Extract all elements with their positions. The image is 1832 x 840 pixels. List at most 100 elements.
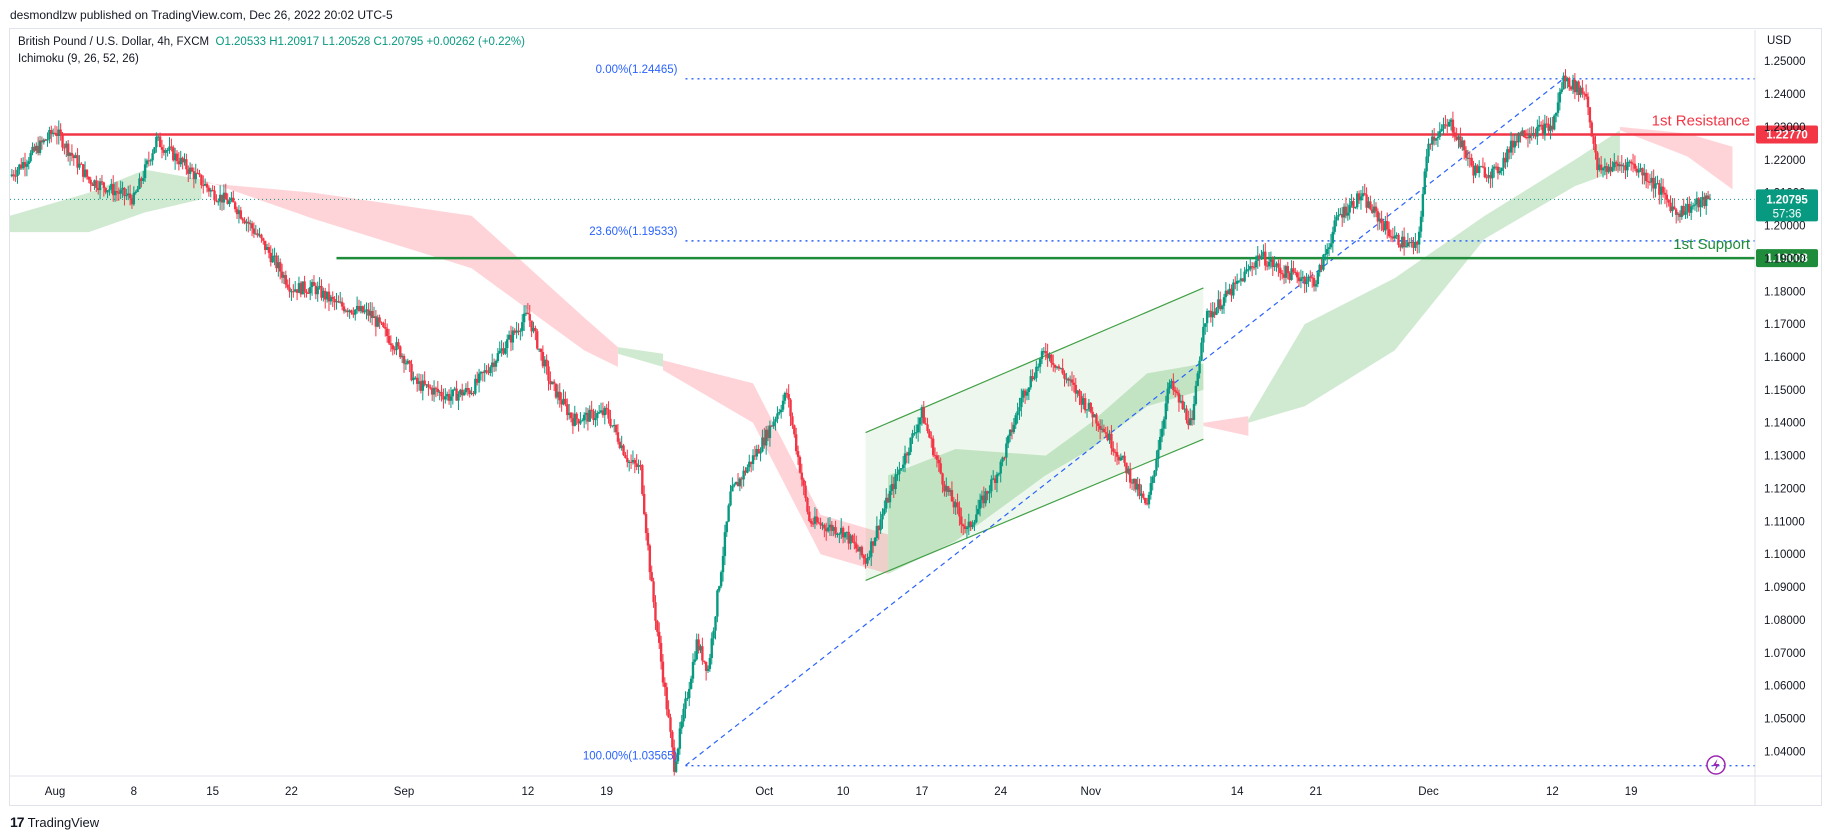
candle-body bbox=[166, 150, 169, 152]
candle-body bbox=[217, 201, 220, 203]
candle-body bbox=[145, 160, 149, 165]
x-tick-label: Nov bbox=[1081, 786, 1102, 798]
candle-body bbox=[382, 323, 385, 327]
candle-body bbox=[913, 433, 916, 435]
candle-body bbox=[1279, 267, 1282, 274]
candle-body bbox=[1581, 87, 1584, 94]
ichimoku-cloud-bear-7 bbox=[1619, 126, 1733, 190]
candle-body bbox=[1566, 78, 1569, 82]
candle-body bbox=[993, 478, 997, 483]
candle-body bbox=[770, 425, 773, 427]
candle-body bbox=[445, 394, 449, 397]
x-tick-label: 21 bbox=[1310, 786, 1323, 798]
candle-body bbox=[1577, 81, 1580, 95]
candle-body bbox=[1545, 123, 1548, 125]
candle-body bbox=[1509, 140, 1513, 153]
brand-name[interactable]: TradingView bbox=[27, 814, 100, 830]
candle-body bbox=[997, 473, 1001, 475]
ichimoku-cloud-bear-3 bbox=[663, 360, 889, 574]
candle-body bbox=[931, 438, 935, 456]
candle-body bbox=[1474, 165, 1477, 176]
candle-body bbox=[1204, 323, 1207, 327]
tradingview-logo-icon[interactable]: 17 bbox=[10, 814, 25, 830]
candle-body bbox=[1652, 177, 1655, 189]
candle-body bbox=[990, 479, 993, 492]
candle-body bbox=[65, 143, 68, 148]
candle-body bbox=[1095, 414, 1098, 424]
candle-body bbox=[1100, 428, 1104, 430]
candle-body bbox=[830, 524, 834, 531]
candle-body bbox=[100, 181, 104, 183]
x-tick-label: 14 bbox=[1231, 786, 1244, 798]
candle-body bbox=[849, 535, 852, 544]
candle-body bbox=[23, 162, 27, 167]
candle-body bbox=[1277, 263, 1280, 268]
candle-body bbox=[629, 461, 633, 463]
candle-body bbox=[104, 187, 107, 193]
candle-body bbox=[1127, 468, 1130, 474]
y-tick-label: 1.04000 bbox=[1764, 746, 1806, 758]
candle-body bbox=[1258, 255, 1261, 259]
x-tick-label: 22 bbox=[285, 786, 298, 798]
candle-body bbox=[804, 485, 807, 499]
candle-body bbox=[1260, 256, 1263, 259]
ichimoku-cloud-bull-4 bbox=[888, 363, 1204, 574]
candle-body bbox=[1631, 163, 1635, 165]
candle-body bbox=[404, 363, 408, 365]
candle-body bbox=[1536, 126, 1539, 137]
candle-body bbox=[1674, 209, 1678, 215]
candle-body bbox=[425, 384, 428, 386]
candle-body bbox=[492, 362, 496, 367]
candle-body bbox=[187, 169, 190, 174]
y-tick-label: 1.24000 bbox=[1764, 89, 1806, 101]
candle-body bbox=[1483, 167, 1487, 178]
candle-body bbox=[408, 360, 411, 364]
candle-body bbox=[1284, 266, 1288, 278]
candle-body bbox=[245, 221, 248, 224]
lightning-icon[interactable] bbox=[1706, 755, 1726, 775]
candle-body bbox=[507, 334, 511, 340]
candle-body bbox=[1164, 403, 1168, 420]
candle-body bbox=[1329, 243, 1333, 248]
candle-body bbox=[162, 149, 166, 153]
y-tick-label: 1.15000 bbox=[1764, 385, 1806, 397]
candle-body bbox=[322, 290, 325, 298]
candle-body bbox=[1494, 166, 1498, 168]
candle-body bbox=[213, 190, 216, 201]
candle-body bbox=[774, 419, 777, 422]
candle-body bbox=[1690, 206, 1693, 213]
candle-body bbox=[1134, 478, 1138, 490]
candle-body bbox=[21, 162, 25, 169]
candle-body bbox=[1554, 112, 1558, 116]
candle-body bbox=[1247, 269, 1250, 271]
candle-body bbox=[909, 437, 912, 453]
candle-body bbox=[143, 164, 147, 179]
candle-body bbox=[864, 558, 867, 564]
candle-body bbox=[415, 377, 419, 384]
candle-body bbox=[680, 721, 683, 729]
fib-level-label-1: 23.60%(1.19533) bbox=[589, 226, 677, 238]
candle-body bbox=[1087, 402, 1091, 410]
candle-body bbox=[194, 172, 197, 180]
candle-body bbox=[1481, 166, 1485, 168]
candle-body bbox=[1341, 214, 1344, 218]
candle-body bbox=[1489, 175, 1492, 179]
candle-body bbox=[389, 343, 393, 346]
candle-body bbox=[1115, 452, 1119, 457]
candle-body bbox=[136, 189, 139, 192]
candle-body bbox=[262, 238, 265, 241]
candle-body bbox=[423, 380, 426, 385]
symbol-title[interactable]: British Pound / U.S. Dollar, 4h, FXCM bbox=[18, 36, 210, 48]
indicator-title[interactable]: Ichimoku (9, 26, 52, 26) bbox=[18, 53, 139, 65]
candle-body bbox=[239, 210, 242, 219]
candle-body bbox=[25, 163, 29, 167]
candle-body bbox=[930, 437, 933, 439]
fib-level-label-0: 0.00%(1.24465) bbox=[596, 64, 678, 76]
candle-body bbox=[459, 389, 462, 395]
candle-body bbox=[834, 527, 837, 535]
candle-body bbox=[267, 247, 271, 253]
candle-body bbox=[1678, 213, 1682, 217]
candle-body bbox=[468, 390, 471, 394]
candle-body bbox=[185, 159, 188, 170]
